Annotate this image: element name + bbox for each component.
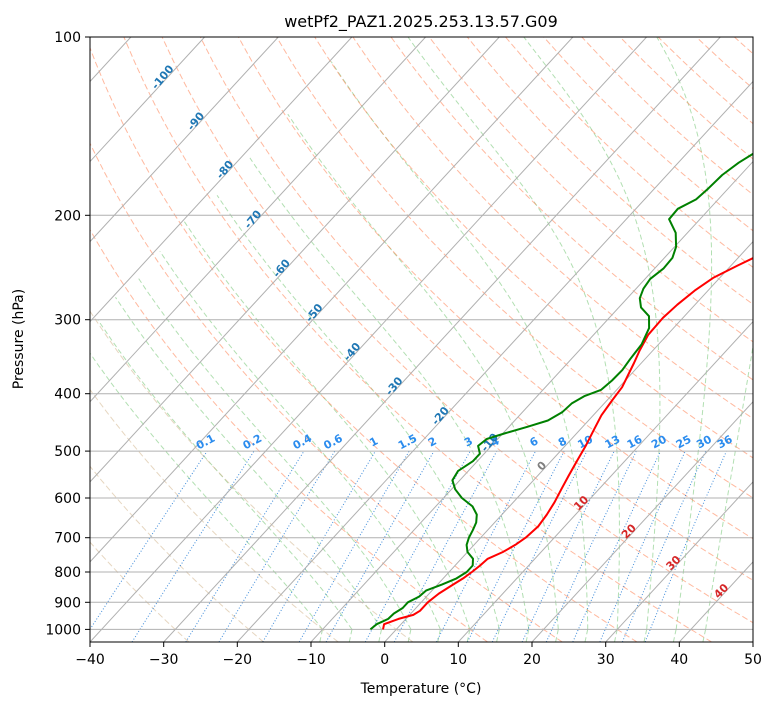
y-tick-label: 400	[54, 387, 81, 403]
x-tick-label: 0	[380, 652, 389, 668]
y-axis-title: Pressure (hPa)	[11, 289, 27, 389]
x-tick-label: −40	[75, 652, 105, 668]
y-tick-label: 800	[54, 565, 81, 581]
y-tick-label: 600	[54, 491, 81, 507]
x-tick-label: 50	[744, 652, 762, 668]
x-tick-label: 30	[597, 652, 615, 668]
x-tick-label: 20	[523, 652, 541, 668]
y-tick-label: 700	[54, 531, 81, 547]
chart-title: wetPf2_PAZ1.2025.253.13.57.G09	[284, 12, 558, 32]
y-tick-label: 500	[54, 444, 81, 460]
x-tick-label: 40	[670, 652, 688, 668]
x-tick-label: −30	[149, 652, 179, 668]
x-tick-label: −20	[223, 652, 253, 668]
y-tick-label: 200	[54, 208, 81, 224]
x-tick-label: 10	[449, 652, 467, 668]
y-tick-label: 1000	[45, 622, 81, 638]
y-tick-label: 100	[54, 30, 81, 46]
x-axis-title: Temperature (°C)	[360, 681, 482, 697]
y-tick-label: 300	[54, 313, 81, 329]
x-tick-label: −10	[296, 652, 326, 668]
y-tick-label: 900	[54, 595, 81, 611]
